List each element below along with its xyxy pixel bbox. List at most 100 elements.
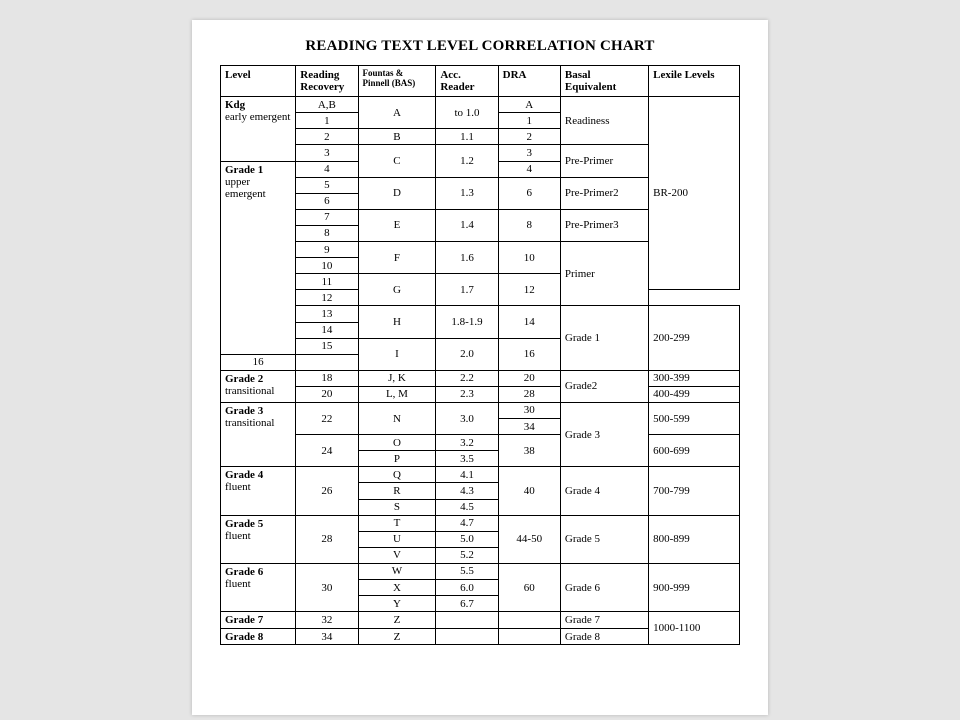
table-row: Grade 4 fluent 26 Q 4.1 40 Grade 4 700-7…: [221, 467, 740, 483]
level-head: Grade 7: [225, 614, 291, 626]
cell: X: [358, 580, 436, 596]
table-row: 24 O 3.2 38 600-699: [221, 435, 740, 451]
cell: 18: [296, 370, 358, 386]
level-head: Grade 5: [225, 518, 291, 530]
level-grade1: Grade 1 upper emergent: [221, 161, 296, 354]
cell: Grade 4: [560, 467, 648, 515]
cell: 40: [498, 467, 560, 515]
page-title: READING TEXT LEVEL CORRELATION CHART: [220, 38, 740, 55]
level-head: Grade 6: [225, 566, 291, 578]
cell: 400-499: [649, 386, 740, 402]
document-page: READING TEXT LEVEL CORRELATION CHART Lev…: [192, 20, 768, 715]
cell: 22: [296, 402, 358, 434]
cell: V: [358, 547, 436, 563]
cell: Grade 6: [560, 563, 648, 611]
cell: 14: [296, 322, 358, 338]
cell: L, M: [358, 386, 436, 402]
cell: [498, 628, 560, 645]
cell: [436, 612, 498, 629]
level-sub: transitional: [225, 417, 291, 429]
cell: 4.3: [436, 483, 498, 499]
cell: 14: [498, 306, 560, 338]
cell: Pre-Primer2: [560, 177, 648, 209]
cell: BR-200: [649, 97, 740, 290]
level-sub: transitional: [225, 385, 291, 397]
level-head: Grade 4: [225, 469, 291, 481]
cell: N: [358, 402, 436, 434]
level-sub: fluent: [225, 578, 291, 590]
cell: 34: [498, 419, 560, 435]
cell: A: [498, 97, 560, 113]
cell: 1000-1100: [649, 612, 740, 645]
cell: 4.7: [436, 515, 498, 531]
cell: 9: [296, 242, 358, 258]
cell: P: [358, 451, 436, 467]
cell: Pre-Primer3: [560, 209, 648, 241]
cell: 1.3: [436, 177, 498, 209]
cell: 10: [296, 258, 358, 274]
col-dra: DRA: [498, 66, 560, 97]
cell: 3.2: [436, 435, 498, 451]
col-rr: Reading Recovery: [296, 66, 358, 97]
cell: 26: [296, 467, 358, 515]
table-row: Grade 3 transitional 22 N 3.0 30 Grade 3…: [221, 402, 740, 418]
cell: 5.5: [436, 563, 498, 579]
cell: 6.7: [436, 596, 498, 612]
cell: 24: [296, 435, 358, 467]
col-ar: Acc. Reader: [436, 66, 498, 97]
cell: Q: [358, 467, 436, 483]
cell: 4.1: [436, 467, 498, 483]
cell: 11: [296, 274, 358, 290]
cell: A,B: [296, 97, 358, 113]
cell: E: [358, 209, 436, 241]
cell: 5.2: [436, 547, 498, 563]
level-sub: fluent: [225, 481, 291, 493]
level-head: Grade 8: [225, 631, 291, 643]
level-sub: fluent: [225, 530, 291, 542]
cell: Y: [358, 596, 436, 612]
cell: 1.2: [436, 145, 498, 177]
cell: 1.4: [436, 209, 498, 241]
cell: 4: [296, 161, 358, 177]
cell: 28: [498, 386, 560, 402]
cell: R: [358, 483, 436, 499]
cell: 3: [498, 145, 560, 161]
cell: 2.0: [436, 338, 498, 370]
cell: J, K: [358, 370, 436, 386]
table-header-row: Level Reading Recovery Fountas & Pinnell…: [221, 66, 740, 97]
cell: 34: [296, 628, 358, 645]
cell: 4: [498, 161, 560, 177]
col-fp: Fountas & Pinnell (BAS): [358, 66, 436, 97]
level-grade2: Grade 2 transitional: [221, 370, 296, 402]
cell: 2: [498, 129, 560, 145]
cell: 5.0: [436, 531, 498, 547]
level-sub: upper emergent: [225, 176, 291, 200]
cell: 1: [296, 113, 358, 129]
level-head: Grade 2: [225, 373, 291, 385]
cell: Z: [358, 628, 436, 645]
cell: 6.0: [436, 580, 498, 596]
cell: Grade 8: [560, 628, 648, 645]
cell: 32: [296, 612, 358, 629]
cell: 16: [221, 354, 296, 370]
cell: 5: [296, 177, 358, 193]
cell: 13: [296, 306, 358, 322]
cell: 500-599: [649, 402, 740, 434]
table-row: Grade 6 fluent 30 W 5.5 60 Grade 6 900-9…: [221, 563, 740, 579]
cell: 600-699: [649, 435, 740, 467]
level-kdg: Kdg early emergent: [221, 97, 296, 161]
cell: O: [358, 435, 436, 451]
cell: 6: [498, 177, 560, 209]
cell: 15: [296, 338, 358, 354]
cell: 8: [296, 225, 358, 241]
cell: 200-299: [649, 306, 740, 370]
cell: Primer: [560, 242, 648, 306]
table-row: 20 L, M 2.3 28 400-499: [221, 386, 740, 402]
table-row: Grade 7 32 Z Grade 7 1000-1100: [221, 612, 740, 629]
col-lexile: Lexile Levels: [649, 66, 740, 97]
cell: 30: [498, 402, 560, 418]
level-sub: early emergent: [225, 111, 291, 123]
cell: [436, 628, 498, 645]
level-grade6: Grade 6 fluent: [221, 563, 296, 611]
cell: Grade 5: [560, 515, 648, 563]
